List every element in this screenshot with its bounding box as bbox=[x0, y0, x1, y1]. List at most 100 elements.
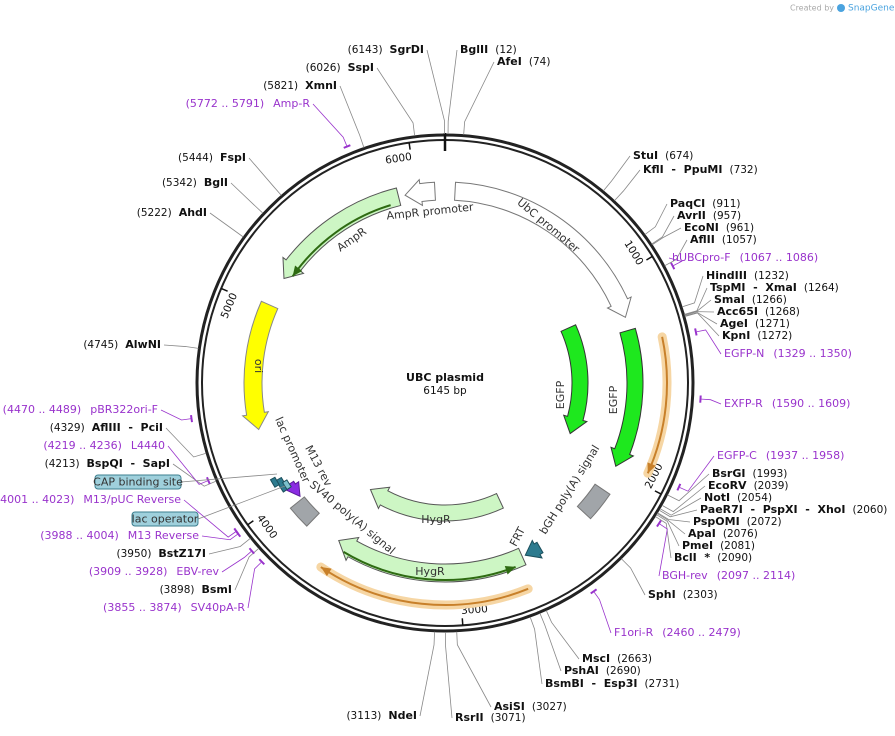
enzyme-name: PmeI bbox=[682, 539, 713, 552]
enzyme-position: (4213) bbox=[45, 458, 80, 470]
primer-range: (5772 .. 5791) bbox=[186, 97, 265, 110]
enzyme-name: AgeI bbox=[720, 317, 748, 330]
feature-box-label: CAP binding site bbox=[93, 476, 183, 489]
enzyme-line bbox=[651, 215, 675, 245]
enzyme-position: (1232) bbox=[754, 270, 789, 282]
enzyme-name: BsrGI bbox=[712, 467, 745, 480]
primer-mark bbox=[206, 476, 211, 485]
primer-name: Amp-R bbox=[273, 97, 310, 110]
enzyme-name: SmaI bbox=[714, 293, 745, 306]
enzyme-line bbox=[681, 275, 704, 308]
enzyme-line bbox=[234, 548, 260, 591]
created-by: Created by bbox=[790, 4, 834, 13]
enzyme-position: (2081) bbox=[720, 540, 755, 552]
primer-name: EBV-rev bbox=[176, 565, 219, 578]
enzyme-line bbox=[621, 558, 646, 596]
enzyme-position: (74) bbox=[529, 56, 551, 68]
enzyme-position: (957) bbox=[713, 210, 741, 222]
enzyme-position: (2303) bbox=[683, 589, 718, 601]
ring-tick bbox=[646, 255, 653, 261]
primer-line bbox=[247, 562, 262, 609]
site-mark bbox=[281, 479, 292, 491]
primer-name: M13/pUC Reverse bbox=[83, 493, 181, 506]
enzyme-name: AlwNI bbox=[125, 338, 161, 351]
enzyme-line bbox=[165, 427, 207, 458]
primer-line bbox=[658, 523, 668, 577]
enzyme-line bbox=[684, 299, 712, 316]
strand-line-head bbox=[292, 265, 303, 277]
primer-range: (4001 .. 4023) bbox=[0, 493, 74, 506]
enzyme-name: FspI bbox=[220, 151, 246, 164]
enzyme-name: XmnI bbox=[305, 79, 337, 92]
enzyme-name: Acc65I bbox=[717, 305, 758, 318]
enzyme-line bbox=[667, 473, 710, 502]
enzyme-name: SspI bbox=[348, 61, 374, 74]
feature-arrow bbox=[610, 327, 644, 468]
primer-mark bbox=[343, 144, 351, 149]
strand-line bbox=[291, 204, 391, 277]
enzyme-name: NdeI bbox=[388, 709, 417, 722]
enzyme-line bbox=[684, 311, 715, 316]
primer-range: (2460 .. 2479) bbox=[662, 626, 741, 639]
enzyme-name: NotI bbox=[704, 491, 730, 504]
primer-range: (2097 .. 2114) bbox=[717, 569, 796, 582]
enzyme-name: BsmI bbox=[202, 583, 233, 596]
feature-arrow bbox=[454, 181, 632, 319]
primer-range: (4470 .. 4489) bbox=[3, 403, 82, 416]
enzyme-position: (5444) bbox=[178, 152, 213, 164]
enzyme-name: EcoNI bbox=[684, 221, 719, 234]
enzyme-line bbox=[657, 512, 691, 523]
enzyme-line bbox=[426, 49, 445, 135]
primer-mark bbox=[694, 328, 698, 336]
feature-label: HygR bbox=[421, 513, 451, 526]
primer-range: (1937 .. 1958) bbox=[766, 449, 845, 462]
enzyme-line bbox=[447, 49, 458, 135]
enzyme-name: AflII bbox=[690, 233, 715, 246]
enzyme-position: (674) bbox=[665, 150, 693, 162]
feature-arrow bbox=[241, 300, 279, 431]
enzyme-name: AsiSI bbox=[494, 700, 525, 713]
enzyme-name: BspQI - SapI bbox=[87, 457, 170, 470]
plasmid-title: UBC plasmid bbox=[406, 371, 484, 384]
enzyme-position: (1993) bbox=[752, 468, 787, 480]
primer-line bbox=[696, 329, 722, 355]
enzyme-position: (3950) bbox=[117, 548, 152, 560]
enzyme-line bbox=[656, 513, 686, 535]
enzyme-name: AflIII - PciI bbox=[92, 421, 163, 434]
enzyme-position: (3071) bbox=[491, 712, 526, 724]
primer-range: (3988 .. 4004) bbox=[40, 529, 119, 542]
primer-mark bbox=[248, 547, 255, 555]
primer-line bbox=[679, 455, 715, 492]
enzyme-line bbox=[172, 463, 217, 487]
enzyme-position: (4745) bbox=[83, 339, 118, 351]
primer-mark bbox=[656, 520, 662, 528]
primer-name: BGH-rev bbox=[662, 569, 708, 582]
primer-line bbox=[593, 591, 612, 634]
primer-mark bbox=[258, 558, 266, 566]
primer-mark bbox=[190, 414, 193, 423]
ring-tick bbox=[461, 618, 464, 626]
enzyme-line bbox=[684, 312, 718, 325]
plasmid-size: 6145 bp bbox=[423, 385, 467, 397]
primer-name: F1ori-R bbox=[614, 626, 654, 639]
enzyme-name: BstZ17I bbox=[158, 547, 206, 560]
enzyme-line bbox=[208, 538, 251, 555]
enzyme-line bbox=[445, 631, 453, 719]
enzyme-position: (4329) bbox=[50, 422, 85, 434]
enzyme-position: (2076) bbox=[723, 528, 758, 540]
enzyme-position: (2060) bbox=[852, 504, 887, 516]
feature-arrow bbox=[369, 486, 504, 522]
primer-line bbox=[668, 257, 683, 266]
enzyme-position: (1057) bbox=[722, 234, 757, 246]
enzyme-position: (961) bbox=[726, 222, 754, 234]
enzyme-position: (6143) bbox=[348, 44, 383, 56]
brand[interactable]: SnapGene bbox=[848, 4, 895, 14]
primer-range: (1590 .. 1609) bbox=[772, 397, 851, 410]
ring-tick bbox=[220, 287, 228, 292]
enzyme-line bbox=[248, 157, 282, 196]
enzyme-line bbox=[658, 509, 698, 518]
enzyme-name: EcoRV bbox=[708, 479, 747, 492]
strand-line bbox=[343, 551, 516, 581]
enzyme-line bbox=[603, 155, 631, 192]
brand-logo bbox=[837, 4, 845, 12]
